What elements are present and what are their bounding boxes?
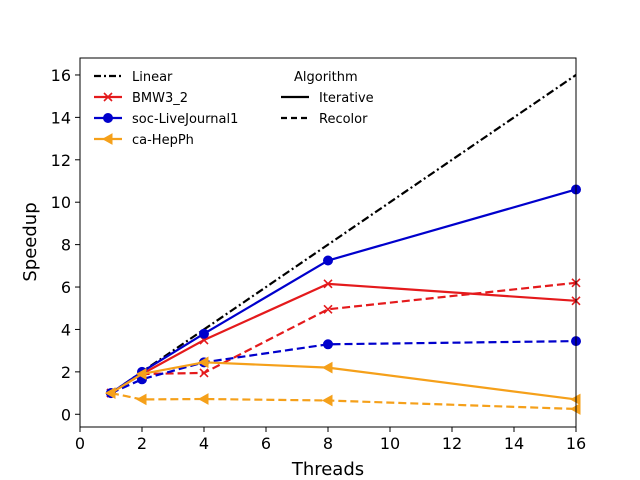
- series-layer: [104, 74, 581, 415]
- legend-entry-1-marker: [103, 92, 113, 102]
- series-line-linear: [110, 74, 577, 394]
- series-line-bmw-iter: [110, 282, 577, 395]
- series-bmw-iter: [106, 279, 581, 398]
- legend-group-title: Algorithm: [294, 70, 358, 85]
- data-point-ca-recolor-3: [321, 394, 333, 407]
- y-axis-label: Speedup: [20, 202, 41, 281]
- series-ca-recolor: [104, 387, 581, 415]
- data-point-ca-recolor-0: [104, 387, 116, 399]
- series-linear: [110, 74, 577, 394]
- series-line-soc-iter: [110, 188, 577, 394]
- legend-entry-3-marker: [101, 133, 113, 145]
- legend-entry-2-label: soc-LiveJournal1: [132, 112, 238, 127]
- y-tick-label-12: 12: [51, 151, 71, 170]
- y-tick-label-2: 2: [61, 363, 71, 382]
- x-axis-label: Threads: [291, 459, 364, 480]
- x-tick-label-10: 10: [380, 434, 400, 453]
- x-tick-label-16: 16: [566, 434, 586, 453]
- x-tick-label-0: 0: [75, 434, 85, 453]
- legend-entry-2: soc-LiveJournal1: [94, 112, 238, 127]
- x-tick-label-14: 14: [504, 434, 524, 453]
- legend-algorithm-1: Recolor: [281, 112, 368, 127]
- legend-algorithm-0: Iterative: [281, 91, 374, 106]
- series-line-ca-recolor: [110, 391, 577, 411]
- x-tick-label-12: 12: [442, 434, 462, 453]
- legend-entry-1-label: BMW3_2: [132, 91, 188, 106]
- data-point-ca-recolor-1: [135, 393, 147, 406]
- series-ca-iter: [104, 356, 581, 406]
- y-tick-label-16: 16: [51, 66, 71, 85]
- data-point-bmw-recolor-3: [323, 304, 333, 314]
- y-tick-label-0: 0: [61, 405, 71, 424]
- data-point-soc-recolor-3: [323, 339, 333, 350]
- legend-entry-0: Linear: [94, 70, 173, 85]
- series-line-bmw-recolor: [110, 281, 577, 395]
- legend-algorithm-0-label: Iterative: [319, 91, 374, 106]
- legend: Algorithm Linear BMW3_2 soc-LiveJournal1 ca…: [94, 70, 374, 148]
- legend-algorithm-1-label: Recolor: [319, 112, 368, 127]
- data-point-ca-iter-3: [321, 361, 333, 374]
- legend-entry-2-marker: [103, 113, 113, 123]
- legend-entry-1: BMW3_2: [94, 91, 188, 106]
- x-tick-label-4: 4: [199, 434, 209, 453]
- data-point-ca-recolor-2: [197, 393, 209, 405]
- legend-entry-3-label: ca-HepPh: [132, 133, 194, 148]
- data-point-bmw-recolor-2: [199, 368, 209, 378]
- data-point-soc-iter-3: [323, 255, 333, 266]
- x-tick-label-2: 2: [137, 434, 147, 453]
- data-point-ca-iter-1: [135, 368, 147, 380]
- data-point-bmw-iter-3: [323, 279, 333, 289]
- x-tick-label-6: 6: [261, 434, 271, 453]
- legend-entry-3: ca-HepPh: [94, 133, 194, 148]
- series-soc-iter: [106, 184, 581, 399]
- ticks-layer: 0 2 4 6 8 10 12 14 16 0 2 4 6 8 10 12 14 16: [51, 66, 587, 453]
- legend-entry-0-label: Linear: [132, 70, 173, 85]
- y-tick-label-8: 8: [61, 236, 71, 255]
- data-point-ca-iter-2: [197, 356, 209, 369]
- data-point-soc-iter-2: [199, 328, 209, 339]
- x-tick-label-8: 8: [323, 434, 333, 453]
- y-tick-label-10: 10: [51, 193, 71, 212]
- y-tick-label-6: 6: [61, 278, 71, 297]
- y-tick-label-14: 14: [51, 108, 71, 127]
- y-tick-label-4: 4: [61, 320, 71, 339]
